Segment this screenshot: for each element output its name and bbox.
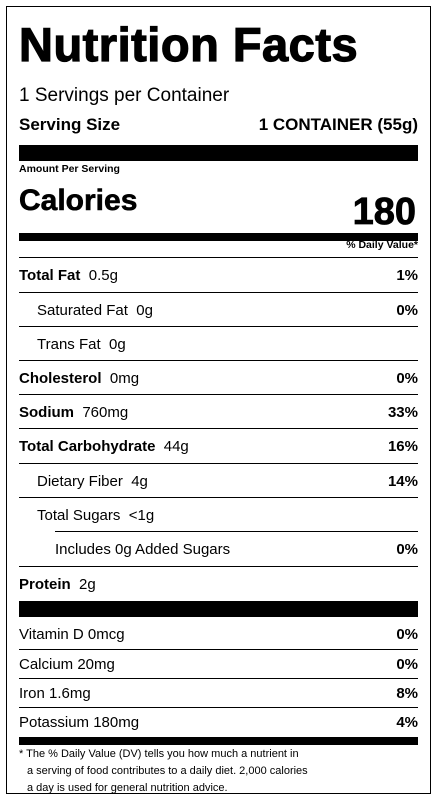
nutrient-name: Includes 0g Added Sugars [55,540,231,558]
serving-size-label: Serving Size [19,115,121,134]
vitamin-name: Potassium 180mg [19,714,140,731]
vitamin-dv: 4% [396,714,418,731]
row-divider [19,497,418,498]
serving-size-row: Serving Size 1 CONTAINER (55g) [19,115,418,135]
nutrient-row-total-sugars: Total Sugars <1g [19,498,418,532]
nutrient-name: Dietary Fiber [37,472,123,490]
nutrient-row-sodium: Sodium 760mg 33% [19,395,418,429]
nutrient-name: Cholesterol [19,369,102,387]
nutrient-amount: 0g [136,301,153,319]
label-title: Nutrition Facts [18,17,359,71]
nutrient-name: Total Sugars [37,506,121,524]
nutrient-row-cholesterol: Cholesterol 0mg 0% [19,361,418,395]
vitamin-dv: 8% [396,685,418,702]
nutrition-label: Nutrition Facts 1 Servings per Container… [6,6,431,794]
footnote-line: a day is used for general nutrition advi… [27,782,228,794]
nutrient-row-total-fat: Total Fat 0.5g 1% [19,258,418,292]
footnote: * The % Daily Value (DV) tells you how m… [19,746,418,797]
nutrient-dv: 0% [396,369,418,387]
nutrient-amount: 2g [79,575,96,593]
daily-value-header: % Daily Value* [346,239,418,251]
amount-per-serving: Amount Per Serving [19,163,120,175]
nutrient-row-dietary-fiber: Dietary Fiber 4g 14% [19,464,418,498]
nutrient-row-protein: Protein 2g [19,567,418,601]
vitamin-dv: 0% [396,656,418,673]
nutrient-row-added-sugars: Includes 0g Added Sugars 0% [19,532,418,566]
medium-divider [19,737,418,745]
nutrient-amount: 0.5g [88,266,118,284]
calories-value: 180 [352,191,416,234]
footnote-line: a serving of food contributes to a daily… [27,765,308,777]
row-divider [19,566,418,567]
row-divider [19,292,418,293]
nutrient-dv: 33% [387,403,418,421]
nutrient-name: Saturated Fat [37,301,128,319]
footnote-line: * The % Daily Value (DV) tells you how m… [19,748,299,760]
nutrient-amount: 0mg [109,369,140,387]
nutrient-dv: 16% [387,437,418,455]
vitamin-name: Calcium 20mg [19,656,115,673]
serving-size-value: 1 CONTAINER (55g) [258,115,418,134]
nutrient-name: Protein [19,575,71,593]
vitamin-dv: 0% [396,626,418,643]
calories-label: Calories [19,184,138,218]
nutrient-dv: 0% [396,301,418,319]
row-divider [19,707,418,708]
nutrient-amount: <1g [128,506,155,524]
nutrient-name: Total Carbohydrate [19,437,156,455]
row-divider [19,360,418,361]
nutrient-name: Total Fat [19,266,81,284]
nutrient-row-trans-fat: Trans Fat 0g [19,327,418,361]
row-divider [19,428,418,429]
row-divider [19,257,418,258]
label-content: Nutrition Facts 1 Servings per Container… [18,7,418,794]
nutrient-name: Sodium [19,403,74,421]
row-divider [19,463,418,464]
row-divider [19,678,418,679]
row-divider [55,531,418,532]
nutrient-dv: 14% [387,472,418,490]
vitamin-row-iron: Iron 1.6mg 8% [19,679,418,708]
nutrient-dv: 0% [396,540,418,558]
vitamin-row-potassium: Potassium 180mg 4% [19,708,418,737]
servings-per-container: 1 Servings per Container [19,85,230,106]
nutrient-amount: 760mg [82,403,129,421]
nutrient-amount: 0g [108,335,126,353]
nutrient-dv: 1% [396,266,418,284]
medium-divider [19,233,418,241]
nutrient-row-total-carbohydrate: Total Carbohydrate 44g 16% [19,429,418,463]
nutrient-amount: 44g [163,437,189,455]
vitamin-name: Vitamin D 0mcg [19,626,125,643]
row-divider [19,394,418,395]
nutrient-name: Trans Fat [37,335,101,353]
thick-divider [19,601,418,617]
vitamin-row-vitamin-d: Vitamin D 0mcg 0% [19,620,418,649]
thick-divider [19,145,418,161]
row-divider [19,649,418,650]
nutrient-amount: 4g [131,472,148,490]
row-divider [19,326,418,327]
nutrient-row-saturated-fat: Saturated Fat 0g 0% [19,293,418,327]
vitamin-row-calcium: Calcium 20mg 0% [19,650,418,679]
vitamin-name: Iron 1.6mg [19,685,91,702]
